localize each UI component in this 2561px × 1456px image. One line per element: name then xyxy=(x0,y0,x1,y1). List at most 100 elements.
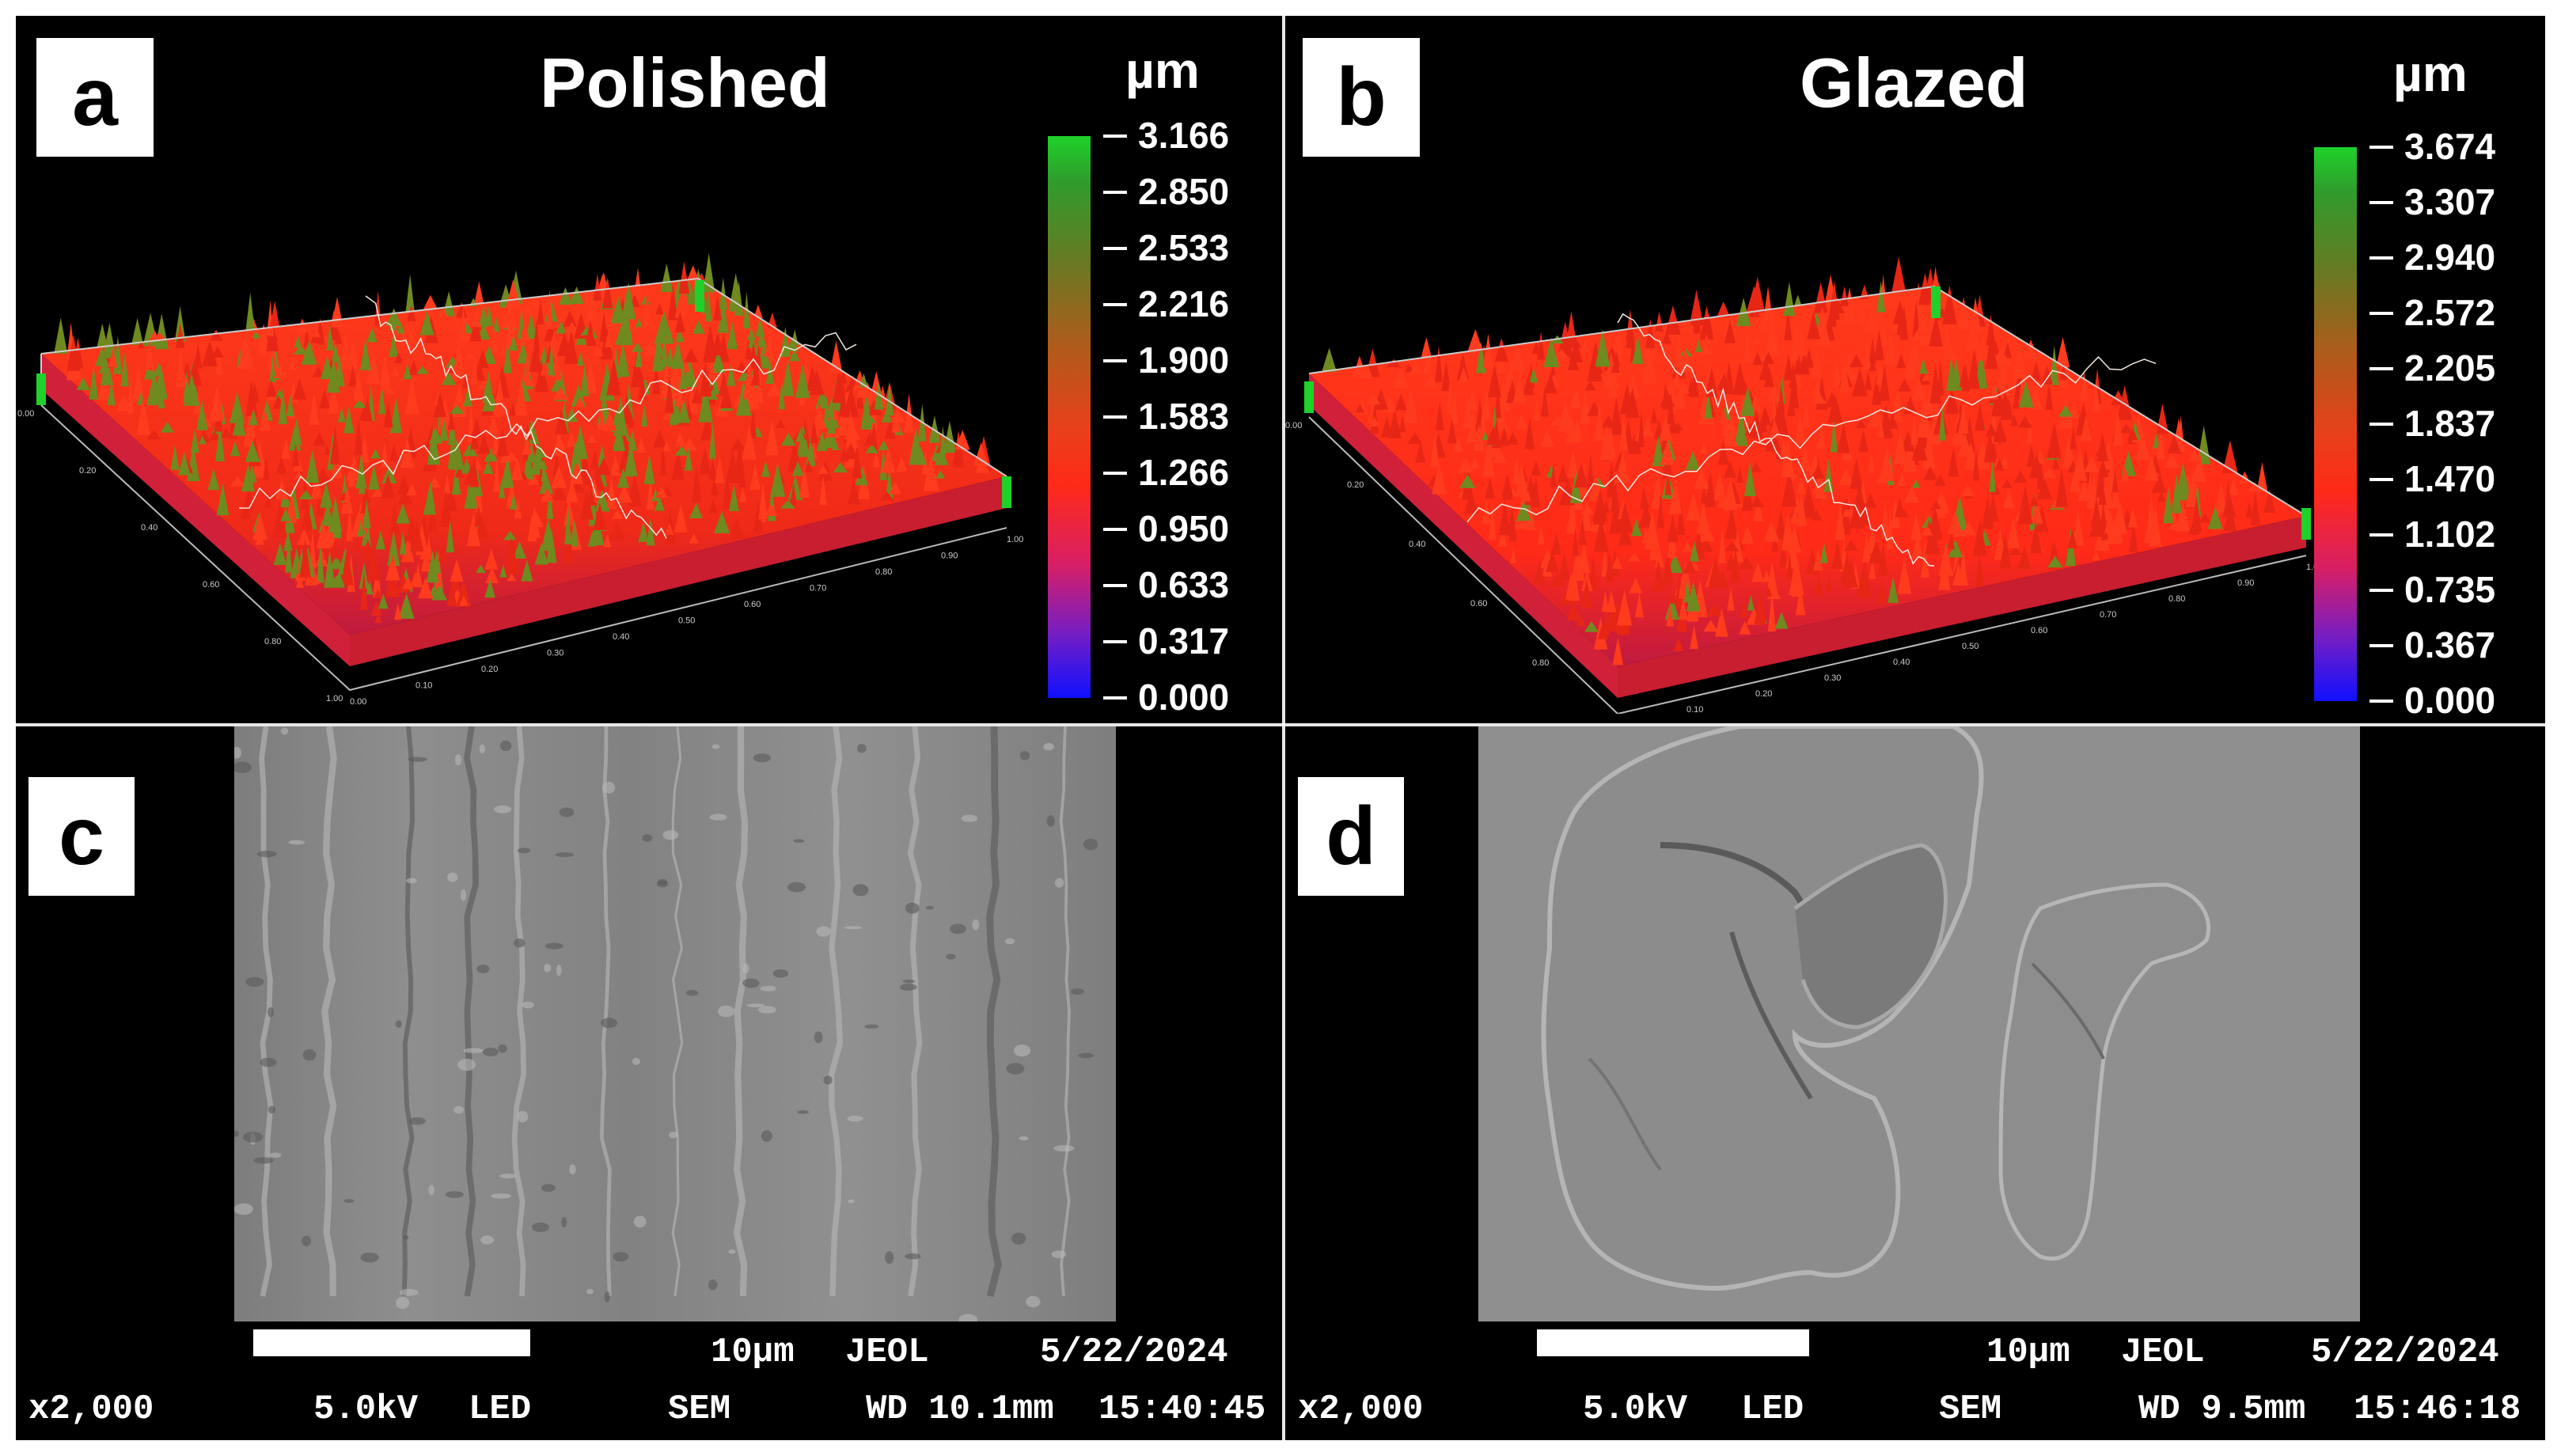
surface-peak xyxy=(610,296,627,324)
surface-peak xyxy=(1543,337,1559,367)
surface-peak xyxy=(396,503,410,524)
surface-peak xyxy=(208,430,222,441)
scale-tick-mark xyxy=(2369,589,2393,592)
surface-peak xyxy=(1934,474,1946,487)
surface-peak xyxy=(622,391,631,423)
surface-debris xyxy=(600,1018,617,1029)
surface-peak xyxy=(269,355,276,383)
surface-debris xyxy=(541,1184,556,1192)
surface-peak xyxy=(1789,374,1800,409)
surface-peak xyxy=(1922,373,1930,381)
surface-peak xyxy=(1405,363,1414,373)
surface-peak xyxy=(1812,393,1827,404)
surface-peak xyxy=(1576,616,1586,626)
surface-peak xyxy=(1736,298,1751,327)
surface-peak xyxy=(418,577,434,599)
surface-debris xyxy=(718,1005,735,1018)
surface-peak xyxy=(285,537,293,573)
surface-peak xyxy=(2112,500,2127,535)
surface-debris xyxy=(499,740,512,752)
surface-peak xyxy=(1767,380,1781,401)
surface-peak xyxy=(97,323,108,347)
surface-peak xyxy=(362,499,371,529)
surface-peak xyxy=(440,490,453,527)
surface-peak xyxy=(761,461,771,477)
surface-peak xyxy=(749,463,761,490)
surface-peak xyxy=(1997,351,2009,389)
panel-c-magnification: x2,000 xyxy=(28,1390,154,1429)
surface-peak xyxy=(198,435,207,445)
surface-peak xyxy=(2127,427,2138,440)
surface-peak xyxy=(1589,553,1598,591)
surface-peak xyxy=(1759,406,1772,426)
surface-debris xyxy=(814,1031,823,1044)
surface-peak xyxy=(1700,441,1708,455)
surface-peak xyxy=(1839,360,1850,392)
surface-peak xyxy=(742,424,757,460)
surface-peak xyxy=(378,384,385,415)
surface-peak xyxy=(1627,434,1642,455)
surface-peak xyxy=(719,383,733,408)
panel-b-axis-ticks: 0.000.200.400.600.801.000.000.100.200.30… xyxy=(1285,421,2314,714)
surface-peak xyxy=(394,603,402,620)
surface-debris xyxy=(823,1075,833,1085)
surface-debris xyxy=(463,1048,484,1053)
surface-peak xyxy=(455,302,468,318)
surface-peak xyxy=(286,394,294,416)
surface-peak xyxy=(674,446,689,456)
surface-debris xyxy=(233,1203,253,1215)
surface-peak xyxy=(1632,336,1644,364)
panel-a-3d-surface: 0.00 0.20 0.40 0.60 0.80 1.00 0.00 0.10 0.20 0.30… xyxy=(17,252,1023,707)
surface-peak xyxy=(1958,432,1972,457)
surface-peak xyxy=(1741,525,1754,544)
surface-peak xyxy=(1473,424,1485,452)
surface-peak xyxy=(293,346,309,355)
surface-peak xyxy=(1543,373,1557,394)
surface-debris xyxy=(499,1174,517,1179)
surface-peak xyxy=(1838,468,1854,485)
surface-peak xyxy=(1802,400,1810,427)
surface-debris xyxy=(445,1191,464,1198)
surface-debris xyxy=(544,964,552,973)
surface-peak xyxy=(1791,557,1800,597)
surface-peak xyxy=(2003,488,2015,509)
surface-peak xyxy=(1897,556,1911,594)
surface-debris xyxy=(1071,988,1084,995)
surface-peak xyxy=(1786,552,1793,580)
surface-peak xyxy=(449,405,465,415)
surface-peak xyxy=(586,331,597,347)
surface-peak xyxy=(403,363,412,380)
scale-tick-mark xyxy=(1103,640,1127,643)
surface-peak xyxy=(1724,541,1740,552)
surface-peak xyxy=(2018,381,2034,408)
surface-peak xyxy=(275,457,287,474)
surface-peak xyxy=(579,490,594,520)
surface-peak xyxy=(264,491,272,509)
surface-peak xyxy=(399,530,407,555)
surface-peak xyxy=(383,401,393,427)
surface-peak xyxy=(1637,503,1654,529)
surface-peak xyxy=(789,482,798,506)
surface-peak xyxy=(1435,400,1444,430)
surface-peak xyxy=(160,421,174,433)
surface-peak xyxy=(1840,286,1849,306)
surface-peak xyxy=(517,342,529,364)
surface-debris xyxy=(844,926,862,930)
surface-debris xyxy=(1019,1136,1029,1141)
surface-peak xyxy=(1641,495,1650,508)
surface-peak xyxy=(399,331,409,342)
surface-peak xyxy=(1730,546,1741,583)
surface-peak xyxy=(1754,590,1766,625)
surface-debris xyxy=(1006,1063,1025,1075)
surface-peak xyxy=(476,349,489,369)
surface-peak xyxy=(450,438,465,470)
surface-peak xyxy=(1717,373,1732,390)
scale-tick-label: 0.000 xyxy=(1138,677,1230,718)
surface-peak xyxy=(504,537,518,567)
surface-debris xyxy=(253,1157,274,1164)
surface-peak xyxy=(2157,491,2166,502)
surface-peak xyxy=(294,335,302,348)
surface-peak xyxy=(1763,520,1780,542)
surface-peak xyxy=(432,550,442,574)
surface-peak xyxy=(374,614,382,623)
